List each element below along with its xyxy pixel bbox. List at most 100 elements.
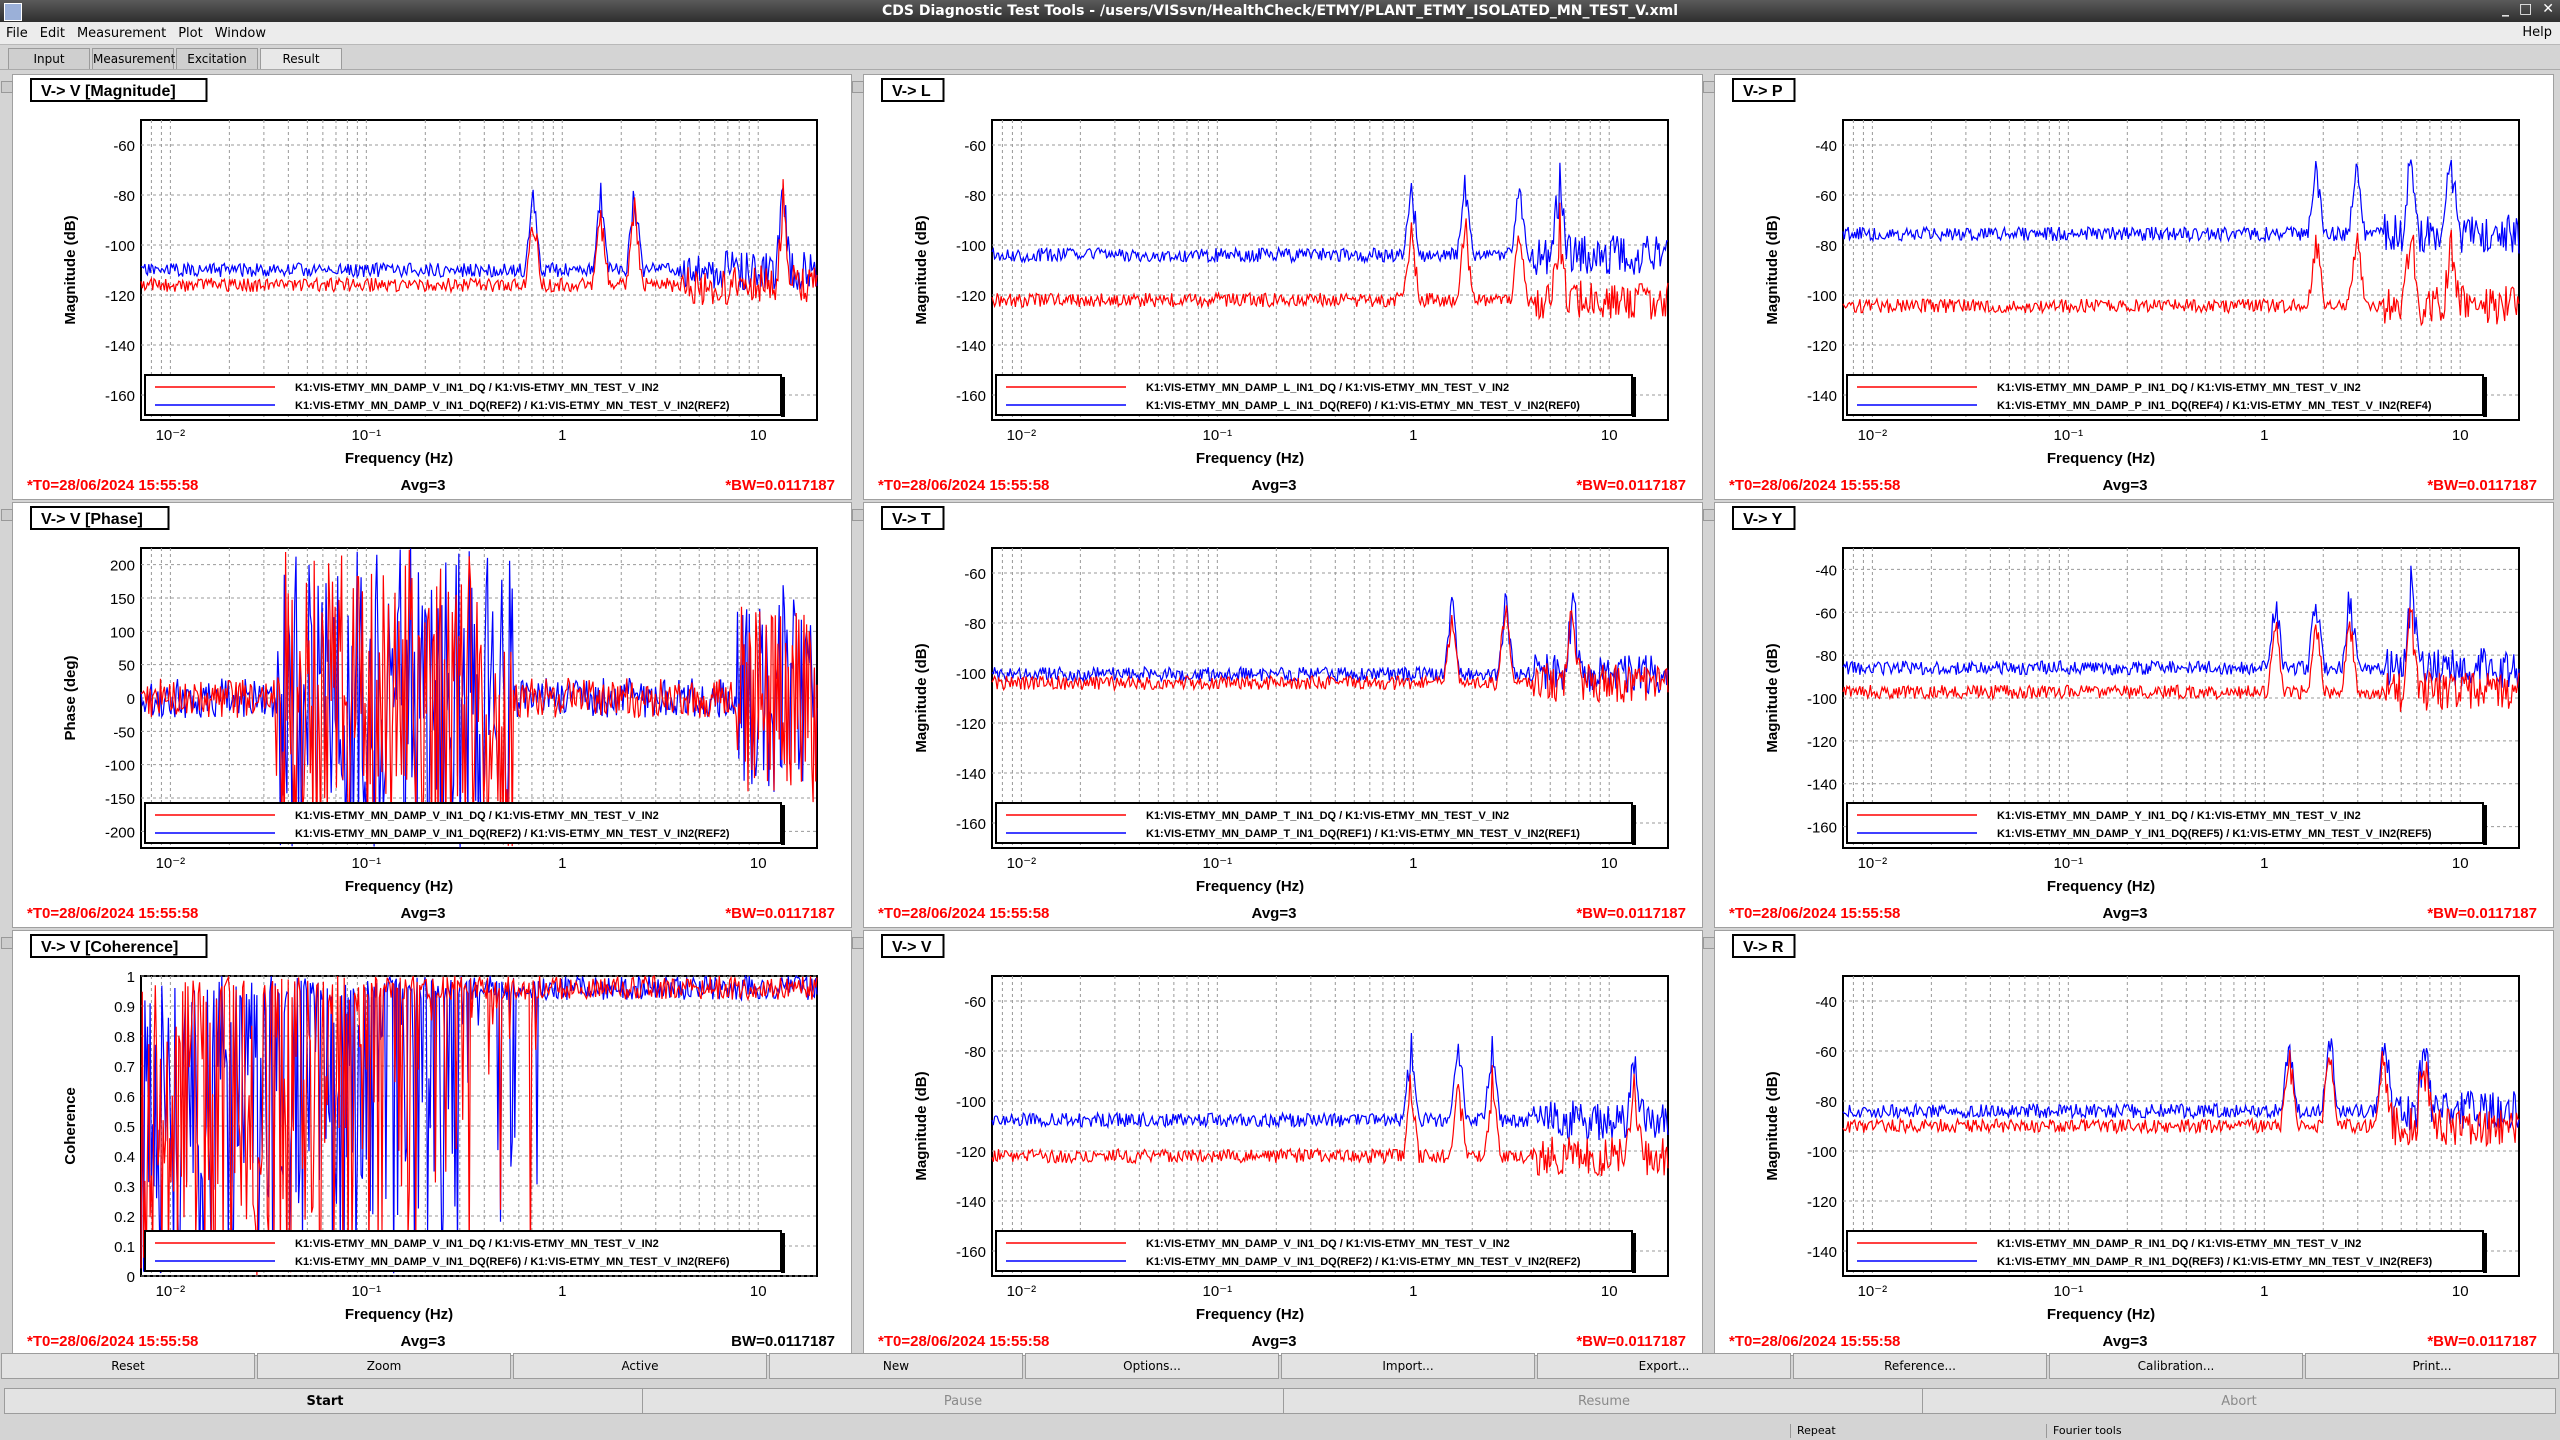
export-button[interactable]: Export... [1537, 1353, 1791, 1379]
y-tick-label: -140 [956, 338, 986, 355]
reference-trace [991, 592, 1669, 695]
window-titlebar: CDS Diagnostic Test Tools - /users/VISsv… [0, 0, 2560, 22]
tab-result[interactable]: Result [260, 48, 342, 69]
y-tick-label: 0.1 [114, 1239, 135, 1256]
panel-select-button[interactable] [1703, 509, 1715, 521]
panel-select-button[interactable] [1703, 81, 1715, 93]
plot-title-box[interactable] [1732, 78, 1796, 102]
tab-measurement[interactable]: Measurement [92, 48, 175, 69]
plot-title-box[interactable] [881, 506, 945, 530]
resume-button[interactable]: Resume [1283, 1388, 1925, 1414]
plot-canvas[interactable]: V-> V -60 -80 -100 -120 -140 -160 10⁻² 10⁻¹ 1 10 K1… [864, 931, 1702, 1355]
y-tick-label: 0 [127, 1269, 135, 1286]
legend-box [144, 802, 782, 844]
panel-select-button[interactable] [1703, 937, 1715, 949]
menu-help[interactable]: Help [2522, 25, 2552, 40]
legend-entry: K1:VIS-ETMY_MN_DAMP_V_IN1_DQ(REF2) / K1:… [1146, 1256, 1581, 1268]
new-button[interactable]: New [769, 1353, 1023, 1379]
y-tick-label: -80 [1815, 648, 1837, 665]
y-tick-label: -120 [1807, 338, 1837, 355]
plot-title-box[interactable] [30, 78, 208, 102]
plot-panel[interactable]: V-> V [Phase] 200 150 100 50 0 -50 -100 -150 -200… [1, 502, 852, 928]
x-tick-label: 10⁻² [1858, 855, 1888, 872]
plot-panel[interactable]: V-> L -60 -80 -100 -120 -140 -160 10⁻² 10⁻¹ 1 10 K1… [852, 74, 1703, 500]
run-control-buttons: Start Pause Resume Abort [0, 1384, 2560, 1420]
options-button[interactable]: Options... [1025, 1353, 1279, 1379]
x-tick-label: 10⁻² [1858, 1283, 1888, 1300]
plot-title-box[interactable] [30, 506, 170, 530]
panel-select-button[interactable] [1, 509, 13, 521]
menu-window[interactable]: Window [214, 25, 266, 41]
reference-trace [140, 974, 818, 1274]
plot-panel[interactable]: V-> R -40 -60 -80 -100 -120 -140 10⁻² 10⁻¹ 1 10 K1:… [1703, 930, 2554, 1356]
maximize-icon[interactable]: □ [2519, 1, 2533, 17]
status-repeat: Repeat [1790, 1424, 1836, 1438]
legend-box [1846, 374, 2484, 416]
x-axis-label: Frequency (Hz) [2047, 878, 2155, 895]
y-tick-label: -80 [964, 616, 986, 633]
plot-canvas[interactable]: V-> V [Coherence] 1 0.9 0.8 0.7 0.6 0.5 0.4 0.3 0… [13, 931, 851, 1355]
legend-entry: K1:VIS-ETMY_MN_DAMP_V_IN1_DQ(REF6) / K1:… [295, 1256, 730, 1268]
plot-title-box[interactable] [30, 934, 208, 958]
start-button[interactable]: Start [4, 1388, 646, 1414]
print-button[interactable]: Print... [2305, 1353, 2559, 1379]
app-icon[interactable] [4, 3, 22, 21]
plot-title-box[interactable] [881, 78, 945, 102]
measurement-trace [991, 1065, 1669, 1177]
measurement-trace [140, 549, 818, 847]
reference-button[interactable]: Reference... [1793, 1353, 2047, 1379]
plot-canvas[interactable]: V-> T -60 -80 -100 -120 -140 -160 10⁻² 10⁻¹ 1 10 K1… [864, 503, 1702, 927]
tab-excitation[interactable]: Excitation [176, 48, 258, 69]
y-tick-label: -120 [956, 716, 986, 733]
average-count-label: Avg=3 [2103, 905, 2148, 922]
plot-title-box[interactable] [1732, 934, 1796, 958]
x-tick-label: 10⁻² [156, 1283, 186, 1300]
panel-select-button[interactable] [1, 81, 13, 93]
menu-plot[interactable]: Plot [178, 25, 203, 41]
y-tick-label: 0 [127, 691, 135, 708]
panel-select-button[interactable] [852, 81, 864, 93]
x-tick-label: 10 [750, 1283, 767, 1300]
plot-panel[interactable]: V-> P -40 -60 -80 -100 -120 -140 10⁻² 10⁻¹ 1 10 K1:… [1703, 74, 2554, 500]
pause-button[interactable]: Pause [642, 1388, 1284, 1414]
plot-canvas[interactable]: V-> V [Magnitude] -60 -80 -100 -120 -140 -160 1… [13, 75, 851, 499]
panel-select-button[interactable] [852, 509, 864, 521]
plot-canvas[interactable]: V-> V [Phase] 200 150 100 50 0 -50 -100 -150 -200… [13, 503, 851, 927]
plot-title-box[interactable] [881, 934, 945, 958]
y-tick-label: -160 [956, 388, 986, 405]
reset-button[interactable]: Reset [1, 1353, 255, 1379]
tab-input[interactable]: Input [8, 48, 90, 69]
panel-select-button[interactable] [1, 937, 13, 949]
abort-button[interactable]: Abort [1922, 1388, 2556, 1414]
y-axis-label: Magnitude (dB) [1764, 643, 1781, 752]
x-tick-label: 1 [2260, 855, 2268, 872]
menu-edit[interactable]: Edit [39, 25, 65, 41]
plot-canvas[interactable]: V-> Y -40 -60 -80 -100 -120 -140 -160 10⁻² 10⁻¹ 1 1… [1715, 503, 2553, 927]
x-tick-label: 1 [2260, 1283, 2268, 1300]
menu-file[interactable]: File [6, 25, 28, 41]
plot-title-box[interactable] [1732, 506, 1796, 530]
plot-canvas[interactable]: V-> P -40 -60 -80 -100 -120 -140 10⁻² 10⁻¹ 1 10 K1:… [1715, 75, 2553, 499]
x-tick-label: 10⁻² [1007, 427, 1037, 444]
plot-panel[interactable]: V-> T -60 -80 -100 -120 -140 -160 10⁻² 10⁻¹ 1 10 K1… [852, 502, 1703, 928]
x-tick-label: 10 [1601, 1283, 1618, 1300]
plot-canvas[interactable]: V-> R -40 -60 -80 -100 -120 -140 10⁻² 10⁻¹ 1 10 K1:… [1715, 931, 2553, 1355]
bandwidth-label: BW=0.0117187 [731, 1333, 835, 1350]
zoom-button[interactable]: Zoom [257, 1353, 511, 1379]
x-tick-label: 1 [558, 855, 566, 872]
import-button[interactable]: Import... [1281, 1353, 1535, 1379]
plot-panel[interactable]: V-> V [Coherence] 1 0.9 0.8 0.7 0.6 0.5 0.4 0.3 0… [1, 930, 852, 1356]
x-tick-label: 10⁻² [1007, 1283, 1037, 1300]
plot-panel[interactable]: V-> Y -40 -60 -80 -100 -120 -140 -160 10⁻² 10⁻¹ 1 1… [1703, 502, 2554, 928]
menu-measurement[interactable]: Measurement [76, 25, 167, 41]
plot-panel[interactable]: V-> V -60 -80 -100 -120 -140 -160 10⁻² 10⁻¹ 1 10 K1… [852, 930, 1703, 1356]
plot-panel[interactable]: V-> V [Magnitude] -60 -80 -100 -120 -140 -160 1… [1, 74, 852, 500]
minimize-icon[interactable]: _ [2502, 1, 2510, 17]
panel-select-button[interactable] [852, 937, 864, 949]
plot-title: V-> V [Coherence] [41, 939, 178, 956]
calibration-button[interactable]: Calibration... [2049, 1353, 2303, 1379]
active-button[interactable]: Active [513, 1353, 767, 1379]
plot-canvas[interactable]: V-> L -60 -80 -100 -120 -140 -160 10⁻² 10⁻¹ 1 10 K1… [864, 75, 1702, 499]
y-tick-label: -100 [956, 1094, 986, 1111]
close-icon[interactable]: ✕ [2542, 1, 2554, 17]
